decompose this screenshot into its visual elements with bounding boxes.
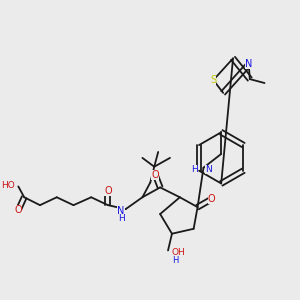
Text: O: O	[104, 186, 112, 197]
Text: N: N	[206, 165, 212, 174]
Text: O: O	[14, 205, 22, 215]
Text: N: N	[117, 206, 125, 216]
Text: H: H	[172, 256, 178, 265]
Text: H: H	[191, 165, 198, 174]
Text: N: N	[245, 59, 253, 69]
Text: S: S	[210, 75, 216, 85]
Text: O: O	[208, 194, 215, 204]
Text: OH: OH	[172, 248, 186, 257]
Text: HO: HO	[2, 181, 15, 190]
Text: O: O	[152, 169, 159, 180]
Text: H: H	[118, 214, 125, 224]
